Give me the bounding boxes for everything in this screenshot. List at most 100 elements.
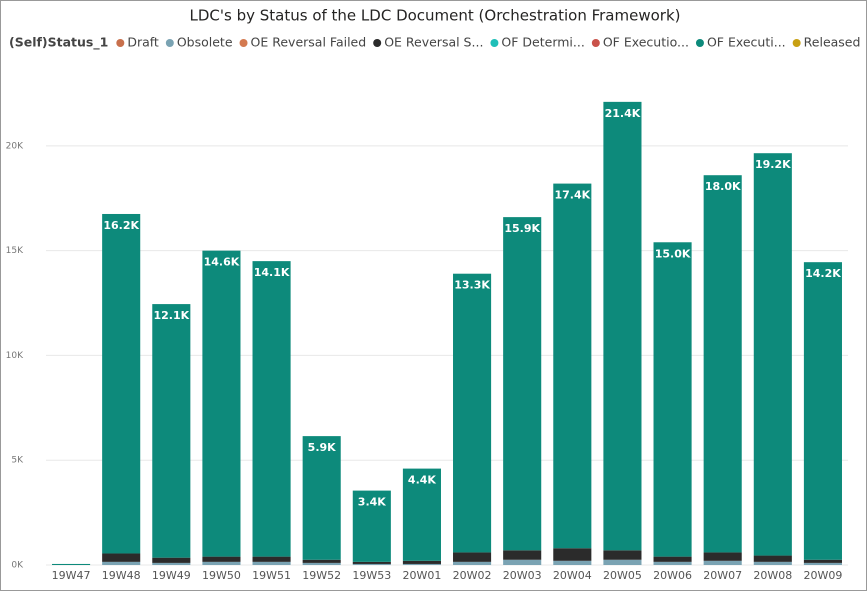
data-label: 13.3K xyxy=(454,279,490,292)
data-label: 16.2K xyxy=(103,219,139,232)
bar-segment xyxy=(703,175,742,553)
data-label: 14.1K xyxy=(254,266,290,279)
x-tick-label: 19W49 xyxy=(152,569,191,582)
bar-segment xyxy=(653,242,692,557)
legend-marker xyxy=(165,39,174,47)
legend-marker xyxy=(239,39,248,47)
legend-title: (Self)Status_1 xyxy=(9,35,108,51)
bar-segment xyxy=(252,261,291,557)
bar-segment xyxy=(352,563,391,565)
x-tick-label: 19W48 xyxy=(102,569,141,582)
legend-label: OF Determi... xyxy=(501,35,584,50)
legend-label: OF Executio... xyxy=(603,35,689,50)
legend-marker xyxy=(116,39,125,47)
bar-segment xyxy=(803,559,842,563)
legend-marker xyxy=(490,39,499,47)
bar-segment xyxy=(753,561,792,565)
bar-segment xyxy=(703,560,742,565)
legend-label: OE Reversal Failed xyxy=(251,35,367,50)
data-label: 14.2K xyxy=(805,267,841,280)
bar-segment xyxy=(302,436,341,560)
bar-segment xyxy=(102,553,141,562)
legend-marker xyxy=(792,39,801,47)
bar-segment xyxy=(653,556,692,562)
bar-segment xyxy=(453,273,492,553)
bar-segment xyxy=(352,490,391,562)
chart-title: LDC's by Status of the LDC Document (Orc… xyxy=(190,7,681,25)
legend-marker xyxy=(591,39,600,47)
legend-label: Obsolete xyxy=(177,35,233,50)
bar-segment xyxy=(302,562,341,565)
bar-segment xyxy=(803,262,842,560)
bar-segment xyxy=(753,153,792,556)
data-label: 15.0K xyxy=(655,247,691,260)
x-tick-label: 20W05 xyxy=(603,569,642,582)
bar-segment xyxy=(202,250,241,557)
bar-segment xyxy=(553,183,592,549)
data-label: 5.9K xyxy=(308,441,336,454)
x-tick-label: 20W08 xyxy=(753,569,792,582)
x-tick-label: 20W04 xyxy=(553,569,592,582)
legend: (Self)Status_1 Draft Obsolete OE Reversal … xyxy=(9,35,861,51)
legend-label: OF Executi... xyxy=(707,35,786,50)
bar-segment xyxy=(352,561,391,564)
bar-segment xyxy=(152,557,191,563)
legend-label: OE Reversal S... xyxy=(384,35,483,50)
legend-marker xyxy=(695,39,704,47)
data-label: 3.4K xyxy=(358,496,386,509)
bar-segment xyxy=(803,562,842,565)
bar-segment xyxy=(553,560,592,565)
bar-segment xyxy=(252,561,291,565)
y-tick-label: 15K xyxy=(6,246,24,256)
data-label: 4.4K xyxy=(408,474,436,487)
data-label: 17.4K xyxy=(554,189,590,202)
bar-segment xyxy=(302,559,341,563)
x-tick-label: 20W01 xyxy=(403,569,442,582)
bar-segment xyxy=(503,550,542,560)
bar-segment xyxy=(252,556,291,562)
data-label: 14.6K xyxy=(204,256,240,269)
y-tick-label: 5K xyxy=(11,456,24,466)
data-label: 12.1K xyxy=(153,309,189,322)
x-tick-label: 20W02 xyxy=(453,569,492,582)
bar-segment xyxy=(402,560,441,564)
data-label: 21.4K xyxy=(605,107,641,120)
x-tick-label: 20W06 xyxy=(653,569,692,582)
data-label: 19.2K xyxy=(755,158,791,171)
bar-segment xyxy=(402,563,441,565)
x-tick-label: 19W53 xyxy=(352,569,391,582)
bar-segment xyxy=(603,550,642,560)
x-tick-label: 19W47 xyxy=(52,569,91,582)
bar-segment xyxy=(603,559,642,565)
y-tick-label: 10K xyxy=(6,351,24,361)
x-tick-label: 19W51 xyxy=(252,569,291,582)
x-tick-label: 19W50 xyxy=(202,569,241,582)
data-label: 15.9K xyxy=(504,222,540,235)
bar-segment xyxy=(753,555,792,562)
bar-segment xyxy=(653,561,692,565)
bar-segment xyxy=(503,559,542,565)
data-label: 18.0K xyxy=(705,180,741,193)
x-tick-label: 20W09 xyxy=(804,569,843,582)
legend-label: Released xyxy=(804,35,861,50)
bar-segment xyxy=(202,556,241,562)
bar-segment xyxy=(152,304,191,558)
bar-segment xyxy=(553,548,592,561)
bar-segment xyxy=(453,552,492,562)
x-tick-label: 20W07 xyxy=(703,569,742,582)
bar-segment xyxy=(152,562,191,565)
y-tick-label: 0K xyxy=(11,561,24,571)
bar-segment xyxy=(703,552,742,561)
bar-segment xyxy=(402,468,441,561)
bar-segment xyxy=(503,217,542,551)
legend-marker xyxy=(373,39,382,47)
bar-segment xyxy=(603,101,642,551)
y-tick-label: 20K xyxy=(6,141,24,151)
x-tick-label: 20W03 xyxy=(503,569,542,582)
bar-segment xyxy=(52,563,91,565)
x-tick-label: 19W52 xyxy=(302,569,341,582)
bar-segment xyxy=(102,213,141,554)
bar-segment xyxy=(453,561,492,565)
